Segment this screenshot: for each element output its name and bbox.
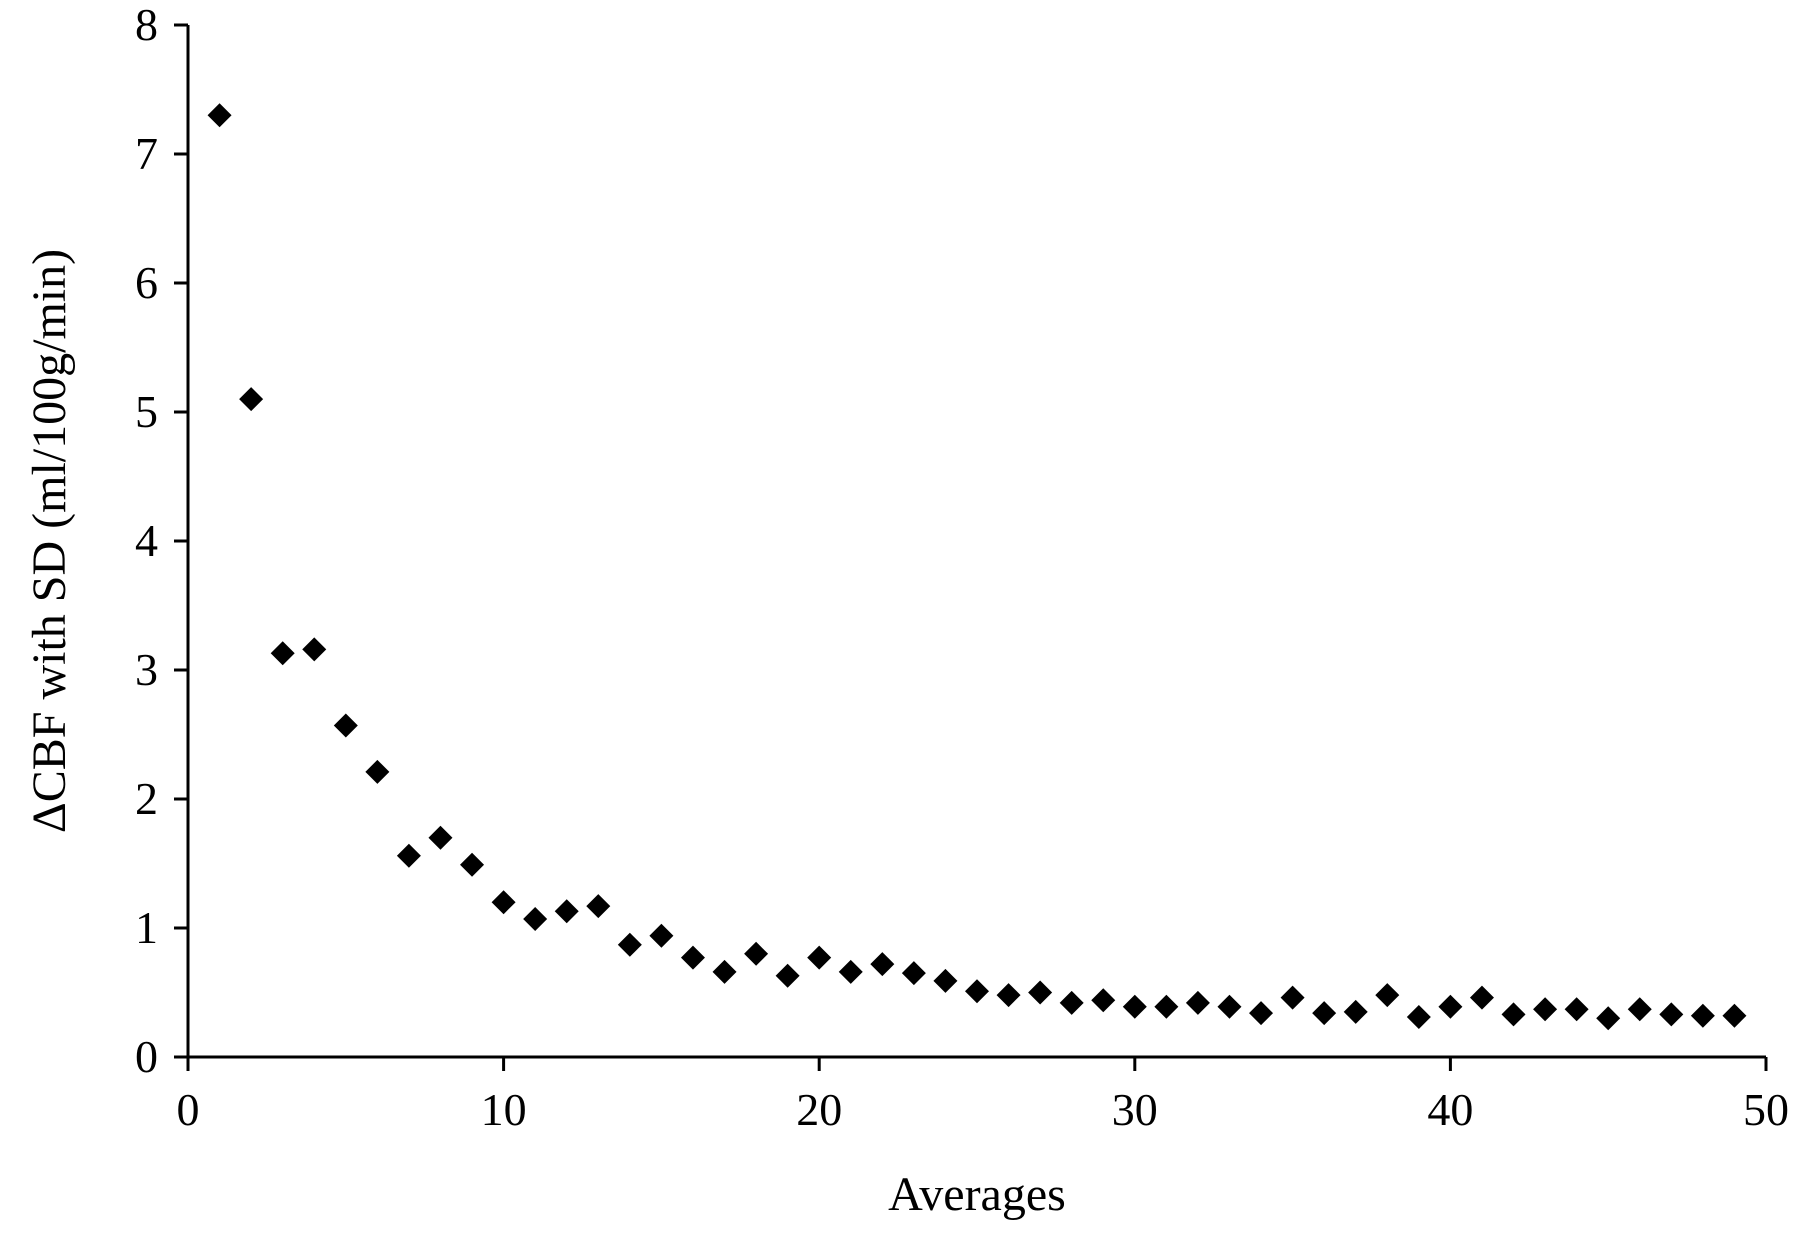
data-point <box>680 945 705 970</box>
data-point <box>1469 985 1494 1010</box>
data-point <box>649 923 674 948</box>
data-point <box>365 759 390 784</box>
data-point <box>870 952 895 977</box>
x-tick-label: 0 <box>177 1084 200 1135</box>
x-tick-label: 30 <box>1112 1084 1158 1135</box>
data-point <box>1690 1003 1715 1028</box>
x-ticks: 0 10 20 30 40 50 <box>177 1057 1789 1135</box>
data-point <box>586 894 611 919</box>
data-point <box>838 959 863 984</box>
data-point <box>333 713 358 738</box>
data-point <box>270 641 295 666</box>
data-point <box>1122 994 1147 1019</box>
y-tick-label: 6 <box>135 257 158 308</box>
data-point <box>302 637 327 662</box>
data-point <box>775 963 800 988</box>
data-point <box>1722 1003 1747 1028</box>
y-tick-label: 8 <box>135 0 158 50</box>
x-tick-label: 20 <box>796 1084 842 1135</box>
data-point <box>1627 997 1652 1022</box>
y-tick-label: 7 <box>135 128 158 179</box>
data-point <box>1249 1001 1274 1026</box>
data-point <box>239 387 264 412</box>
data-point <box>1564 997 1589 1022</box>
y-tick-label: 3 <box>135 644 158 695</box>
data-point <box>1028 980 1053 1005</box>
data-point <box>1438 994 1463 1019</box>
y-axis-title: ΔCBF with SD (ml/100g/min) <box>23 249 76 833</box>
x-tick-label: 50 <box>1743 1084 1789 1135</box>
data-point <box>523 906 548 931</box>
data-point <box>965 979 989 1004</box>
data-point <box>617 932 642 957</box>
x-tick-label: 10 <box>481 1084 527 1135</box>
data-point <box>1375 983 1400 1008</box>
data-point <box>1533 997 1558 1022</box>
y-ticks: 0 1 2 3 4 5 6 7 8 <box>135 0 188 1082</box>
data-point <box>554 899 579 924</box>
data-point <box>744 941 769 966</box>
data-point <box>1501 1002 1526 1027</box>
data-point <box>1596 1006 1621 1031</box>
y-tick-label: 5 <box>135 386 158 437</box>
data-point <box>491 890 516 915</box>
y-tick-label: 2 <box>135 773 158 824</box>
data-point <box>1154 994 1179 1019</box>
axes <box>186 25 1766 1059</box>
data-point <box>933 968 958 993</box>
data-point <box>1312 1001 1337 1026</box>
data-point <box>901 961 926 986</box>
data-point <box>207 103 232 128</box>
x-axis-title: Averages <box>888 1168 1066 1221</box>
y-tick-label: 4 <box>135 515 158 566</box>
data-point <box>428 825 453 850</box>
data-point <box>1091 988 1116 1013</box>
data-point <box>460 852 485 877</box>
data-point <box>1185 990 1210 1015</box>
data-point <box>1406 1005 1431 1030</box>
data-point <box>1280 985 1305 1010</box>
data-points <box>207 103 1747 1031</box>
y-tick-label: 0 <box>135 1031 158 1082</box>
data-point <box>712 959 737 984</box>
data-point <box>1659 1002 1684 1027</box>
y-tick-label: 1 <box>135 902 158 953</box>
data-point <box>1059 990 1084 1015</box>
data-point <box>1217 994 1242 1019</box>
data-point <box>807 945 832 970</box>
data-point <box>396 843 421 868</box>
data-point <box>996 983 1021 1008</box>
data-point <box>1343 999 1368 1024</box>
x-tick-label: 40 <box>1427 1084 1473 1135</box>
